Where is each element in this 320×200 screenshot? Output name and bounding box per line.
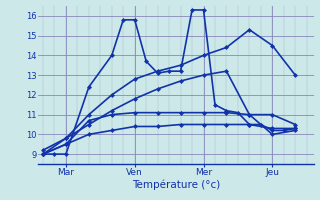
X-axis label: Température (°c): Température (°c) bbox=[132, 180, 220, 190]
